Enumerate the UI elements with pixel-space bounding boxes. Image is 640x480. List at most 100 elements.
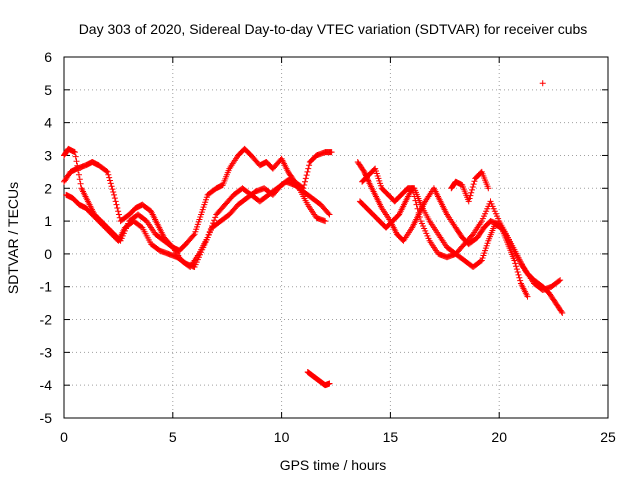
data-points [61, 80, 566, 389]
data-point [73, 158, 80, 165]
data-point [517, 277, 524, 284]
data-point [110, 188, 117, 195]
data-point [466, 195, 473, 202]
data-point [301, 178, 308, 185]
data-point [471, 178, 478, 185]
data-point [512, 260, 519, 267]
data-point [304, 168, 311, 175]
data-point [113, 201, 120, 208]
data-point [294, 184, 301, 191]
x-tick-label: 5 [169, 429, 177, 445]
x-axis-label: GPS time / hours [280, 457, 387, 473]
data-point [468, 189, 475, 196]
y-tick-label: 6 [44, 49, 52, 65]
data-point [109, 186, 116, 193]
data-point [75, 171, 82, 178]
data-point [414, 205, 421, 212]
data-point [114, 204, 121, 211]
data-point [108, 183, 115, 190]
data-point [470, 181, 477, 188]
data-point [212, 214, 219, 221]
y-tick-label: -2 [40, 312, 53, 328]
series-track-c [63, 175, 329, 271]
x-tick-label: 15 [383, 429, 399, 445]
data-point [111, 195, 118, 202]
data-point [306, 162, 313, 169]
data-point [558, 308, 565, 315]
data-point [326, 380, 333, 387]
data-point [71, 149, 78, 156]
data-point [326, 211, 333, 218]
data-point [76, 176, 83, 183]
x-tick-label: 20 [491, 429, 507, 445]
data-point [190, 232, 197, 239]
data-point [104, 168, 111, 175]
series-track-h [304, 369, 333, 389]
y-tick-label: -5 [40, 410, 53, 426]
series-track-g [448, 168, 492, 205]
x-tick-label: 10 [274, 429, 290, 445]
data-point [477, 258, 484, 265]
data-point [301, 181, 308, 188]
data-point [511, 257, 518, 264]
data-point [77, 180, 84, 187]
data-point [75, 167, 82, 174]
data-point [328, 149, 335, 156]
data-point [513, 266, 520, 273]
y-tick-label: 3 [44, 147, 52, 163]
data-point [415, 209, 422, 216]
data-point [305, 165, 312, 172]
data-point [103, 168, 110, 175]
data-point [106, 177, 113, 184]
data-point [115, 211, 122, 218]
series-track-e [356, 185, 564, 294]
series-outlier [539, 80, 546, 87]
data-point [485, 185, 492, 192]
data-point [539, 80, 546, 87]
ticks: 0 5 10 15 20 25 -5 -4 -3 -2 -1 0 1 2 3 4 5 6 [40, 49, 616, 445]
data-point [72, 153, 79, 160]
y-tick-label: 1 [44, 213, 52, 229]
data-point [416, 213, 423, 220]
y-axis-label: SDTVAR / TECUs [5, 182, 21, 294]
plot-frame [63, 56, 609, 419]
gridlines [64, 57, 608, 418]
data-point [112, 198, 119, 205]
data-point [516, 274, 523, 281]
y-tick-label: -3 [40, 344, 53, 360]
data-point [514, 268, 521, 275]
data-point [515, 271, 522, 278]
data-point [115, 208, 122, 215]
data-point [557, 277, 564, 284]
y-tick-label: -1 [40, 279, 53, 295]
y-tick-label: 4 [44, 115, 52, 131]
data-point [469, 184, 476, 191]
x-tick-label: 25 [600, 429, 616, 445]
data-point [556, 277, 563, 284]
data-point [303, 172, 310, 179]
data-point [467, 192, 474, 199]
data-point [106, 174, 113, 181]
data-point [465, 198, 472, 205]
data-point [513, 263, 520, 270]
data-point [524, 293, 531, 300]
y-tick-label: 0 [44, 246, 52, 262]
data-point [107, 180, 114, 187]
data-point [469, 186, 475, 193]
data-point [302, 175, 309, 182]
series-track-a [61, 145, 335, 254]
data-point [111, 191, 118, 198]
data-point [559, 309, 566, 316]
series-track-b [61, 145, 333, 271]
data-point [325, 210, 332, 217]
data-point [322, 218, 329, 225]
y-tick-label: -4 [40, 377, 53, 393]
data-point [105, 171, 112, 178]
data-point [74, 162, 81, 169]
y-tick-label: 5 [44, 82, 52, 98]
data-point [211, 217, 218, 224]
series-track-f [359, 165, 531, 300]
x-tick-label: 0 [60, 429, 68, 445]
chart-title: Day 303 of 2020, Sidereal Day-to-day VTE… [79, 21, 588, 37]
